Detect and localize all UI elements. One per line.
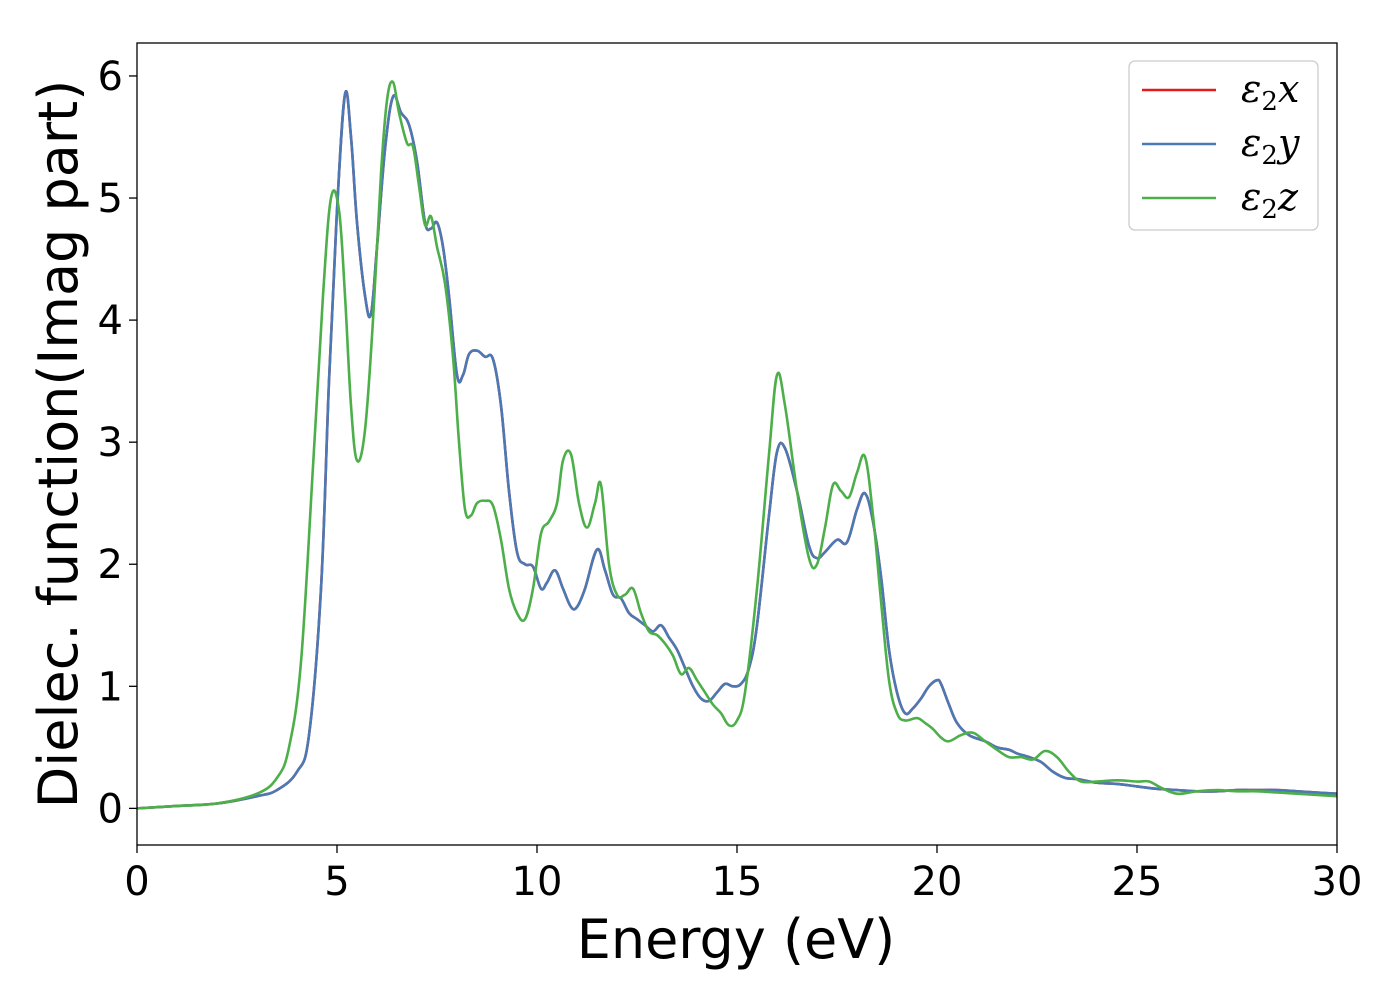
x-tick-label: 0: [124, 859, 149, 905]
series-line-y: [137, 90, 1337, 810]
axes: 0 5 10 15 20 25 30 0 1 2 3 4 5 6: [98, 42, 1363, 905]
y-axis-label: Dielec. function(Imag part): [27, 80, 90, 809]
x-tick-label: 5: [324, 859, 349, 905]
y-tick-label: 5: [98, 176, 123, 222]
x-tick-label: 20: [912, 859, 963, 905]
legend-label-y: ε2y: [1241, 121, 1300, 171]
x-tick-label: 10: [512, 859, 563, 905]
y-tick-label: 6: [98, 54, 123, 100]
y-tick-label: 1: [98, 664, 123, 710]
y-tick-label: 0: [98, 786, 123, 832]
series-line-z: [137, 80, 1337, 810]
y-tick-label: 3: [98, 420, 123, 466]
legend-box: [1128, 60, 1319, 231]
x-axis-label: Energy (eV): [577, 908, 896, 971]
x-tick-label: 15: [712, 859, 763, 905]
x-tick-label: 30: [1312, 859, 1363, 905]
y-tick-label: 4: [98, 298, 123, 344]
legend-label-x: ε2x: [1241, 67, 1299, 117]
x-tick-label: 25: [1112, 859, 1163, 905]
y-tick-label: 2: [98, 542, 123, 588]
plot-area: [137, 80, 1337, 810]
legend-label-z: ε2z: [1241, 175, 1299, 225]
